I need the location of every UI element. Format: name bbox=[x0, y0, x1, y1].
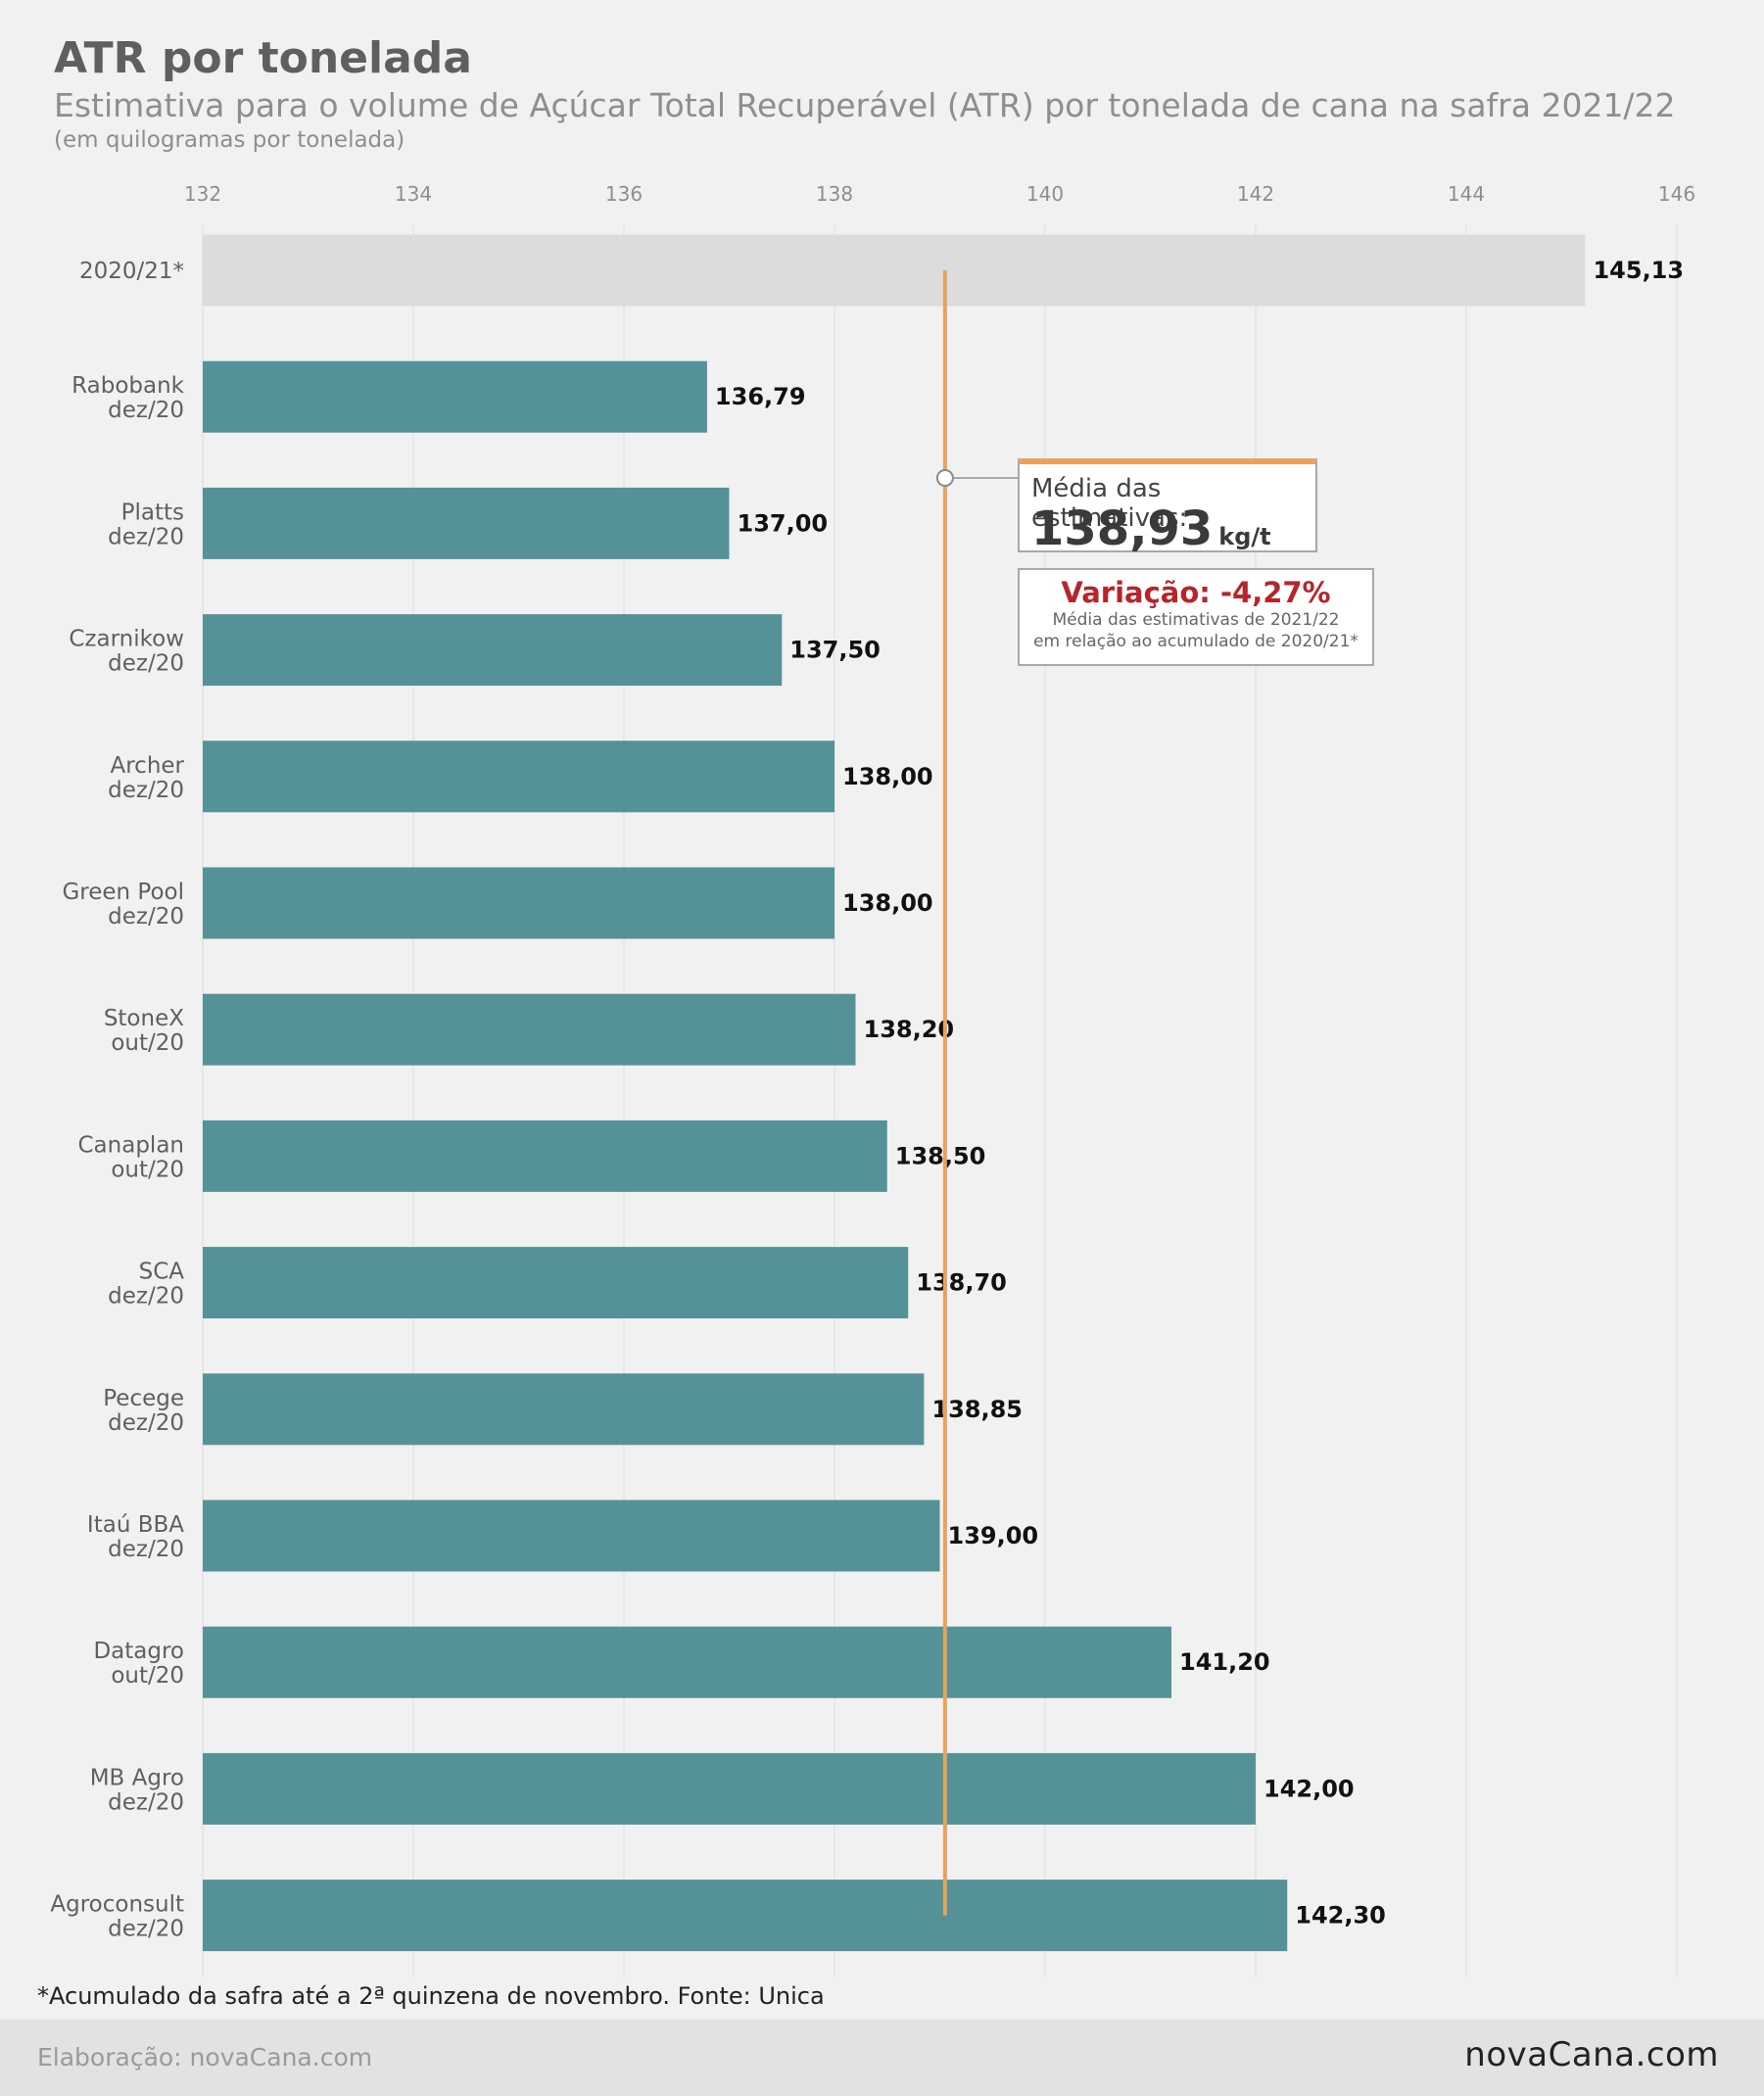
bar bbox=[203, 487, 730, 559]
average-value: 138,93 bbox=[1031, 501, 1214, 556]
chart-title: ATR por tonelada bbox=[54, 33, 472, 83]
bar bbox=[203, 740, 834, 813]
category-label: SCA bbox=[139, 1260, 185, 1285]
category-label: dez/20 bbox=[108, 651, 184, 677]
category-label: Platts bbox=[121, 500, 184, 525]
bar-value-label: 138,20 bbox=[864, 1016, 955, 1043]
bar-value-label: 138,00 bbox=[842, 763, 933, 790]
category-label: out/20 bbox=[111, 1157, 184, 1182]
category-label: Rabobank bbox=[72, 373, 185, 399]
category-label: dez/20 bbox=[108, 1284, 184, 1310]
bar-value-label: 142,00 bbox=[1263, 1775, 1355, 1802]
bar bbox=[203, 1880, 1288, 1952]
x-tick-label: 146 bbox=[1658, 182, 1695, 206]
category-label: dez/20 bbox=[108, 1537, 184, 1562]
category-label: Green Pool bbox=[62, 880, 184, 905]
credit-text: Elaboração: novaCana.com bbox=[37, 2043, 373, 2072]
category-label: dez/20 bbox=[108, 1917, 184, 1942]
category-label: Datagro bbox=[93, 1639, 184, 1664]
bar-value-label: 138,50 bbox=[895, 1142, 986, 1169]
x-tick-label: 134 bbox=[395, 182, 432, 206]
x-tick-label: 136 bbox=[605, 182, 643, 206]
average-unit: kg/t bbox=[1218, 523, 1271, 550]
category-label: out/20 bbox=[111, 1030, 184, 1056]
x-tick-label: 142 bbox=[1237, 182, 1274, 206]
bar-value-label: 138,00 bbox=[842, 889, 933, 917]
bar-value-label: 137,50 bbox=[789, 637, 881, 664]
x-tick-label: 138 bbox=[816, 182, 853, 206]
bar-value-label: 139,00 bbox=[948, 1522, 1039, 1549]
bar-value-label: 142,30 bbox=[1295, 1902, 1386, 1929]
chart-unit: (em quilogramas por tonelada) bbox=[54, 127, 405, 153]
category-label: StoneX bbox=[104, 1006, 184, 1031]
bar bbox=[203, 1626, 1171, 1698]
category-label: dez/20 bbox=[108, 398, 184, 423]
category-label: out/20 bbox=[111, 1663, 184, 1689]
bar bbox=[203, 867, 834, 939]
category-label: dez/20 bbox=[108, 1410, 184, 1436]
bar-value-label: 138,70 bbox=[916, 1269, 1007, 1297]
bar bbox=[203, 614, 783, 687]
bar bbox=[203, 1119, 887, 1192]
category-label: Itaú BBA bbox=[87, 1512, 184, 1538]
bar bbox=[203, 1752, 1256, 1825]
bar bbox=[203, 360, 707, 433]
bar-value-label: 141,20 bbox=[1179, 1648, 1270, 1676]
footer-bar: Elaboração: novaCana.com novaCana.com bbox=[0, 2020, 1764, 2096]
category-label: 2020/21* bbox=[79, 259, 184, 284]
average-marker bbox=[935, 469, 954, 487]
bar-value-label: 145,13 bbox=[1593, 257, 1684, 284]
variation-label: Variação: -4,27% bbox=[1061, 576, 1331, 609]
brand-logo: novaCana.com bbox=[1464, 2035, 1719, 2074]
x-tick-label: 140 bbox=[1026, 182, 1064, 206]
average-label: Média das estimativas: bbox=[1031, 474, 1188, 533]
average-callout: Média das estimativas: 138,93 kg/t bbox=[1018, 458, 1317, 556]
x-tick-label: 132 bbox=[184, 182, 221, 206]
bar bbox=[203, 1373, 925, 1446]
category-label: dez/20 bbox=[108, 524, 184, 549]
bar bbox=[203, 1500, 940, 1572]
category-label: Archer bbox=[110, 753, 184, 779]
bar bbox=[203, 993, 856, 1066]
x-tick-label: 144 bbox=[1448, 182, 1485, 206]
reference-bar bbox=[203, 234, 1586, 307]
variation-callout: Variação: -4,27% Média das estimativas d… bbox=[1018, 568, 1374, 666]
footnote: *Acumulado da safra até a 2ª quinzena de… bbox=[37, 1982, 825, 2010]
chart-subtitle: Estimativa para o volume de Açúcar Total… bbox=[54, 86, 1676, 124]
bar bbox=[203, 1247, 909, 1319]
category-label: Agroconsult bbox=[50, 1892, 184, 1918]
category-label: dez/20 bbox=[108, 1789, 184, 1815]
average-value-line: 138,93 kg/t bbox=[1031, 501, 1271, 556]
category-label: MB Agro bbox=[90, 1765, 184, 1790]
category-label: Pecege bbox=[103, 1386, 184, 1411]
category-label: Czarnikow bbox=[69, 627, 184, 652]
bar-value-label: 137,00 bbox=[738, 509, 829, 537]
category-label: dez/20 bbox=[108, 778, 184, 803]
category-label: dez/20 bbox=[108, 904, 184, 929]
variation-desc-1: Média das estimativas de 2021/22 bbox=[1052, 610, 1340, 630]
variation-desc-2: em relação ao acumulado de 2020/21* bbox=[1033, 632, 1359, 651]
bar-value-label: 136,79 bbox=[715, 383, 806, 410]
category-label: Canaplan bbox=[78, 1132, 185, 1158]
bar-chart: 132 134 136 138 140 142 144 146 145,13 2020/21* 13… bbox=[50, 182, 1695, 1977]
